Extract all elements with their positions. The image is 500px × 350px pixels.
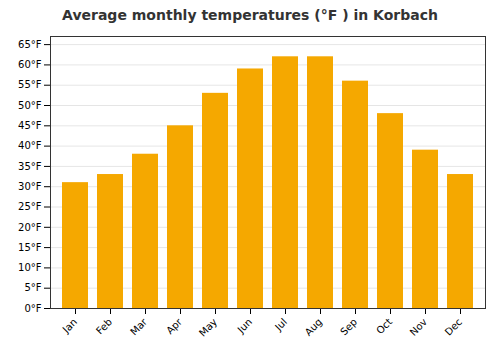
svg-text:Feb: Feb bbox=[94, 316, 114, 336]
svg-text:0°F: 0°F bbox=[24, 303, 41, 314]
svg-text:Apr: Apr bbox=[164, 316, 185, 337]
svg-text:25°F: 25°F bbox=[18, 201, 42, 212]
svg-text:10°F: 10°F bbox=[18, 262, 42, 273]
svg-text:Jan: Jan bbox=[60, 316, 79, 335]
svg-text:55°F: 55°F bbox=[18, 79, 42, 90]
svg-text:65°F: 65°F bbox=[18, 39, 42, 50]
svg-text:Nov: Nov bbox=[408, 316, 430, 338]
svg-text:5°F: 5°F bbox=[24, 282, 41, 293]
svg-text:35°F: 35°F bbox=[18, 161, 42, 172]
svg-text:20°F: 20°F bbox=[18, 222, 42, 233]
svg-text:Dec: Dec bbox=[443, 316, 464, 337]
svg-text:15°F: 15°F bbox=[18, 242, 42, 253]
svg-text:Oct: Oct bbox=[374, 316, 394, 336]
svg-text:Jul: Jul bbox=[272, 316, 289, 333]
svg-text:60°F: 60°F bbox=[18, 59, 42, 70]
svg-text:30°F: 30°F bbox=[18, 181, 42, 192]
svg-text:Sep: Sep bbox=[338, 316, 359, 337]
svg-text:May: May bbox=[197, 316, 219, 338]
html-text:Average monthly temperatures (: Average monthly temperatures (°F ) in Ko… bbox=[62, 7, 438, 23]
svg-text:40°F: 40°F bbox=[18, 140, 42, 151]
svg-text:Jun: Jun bbox=[235, 316, 255, 336]
svg-text:45°F: 45°F bbox=[18, 120, 42, 131]
svg-text:Aug: Aug bbox=[303, 316, 325, 338]
svg-text:Mar: Mar bbox=[128, 316, 150, 338]
svg-text:50°F: 50°F bbox=[18, 100, 42, 111]
